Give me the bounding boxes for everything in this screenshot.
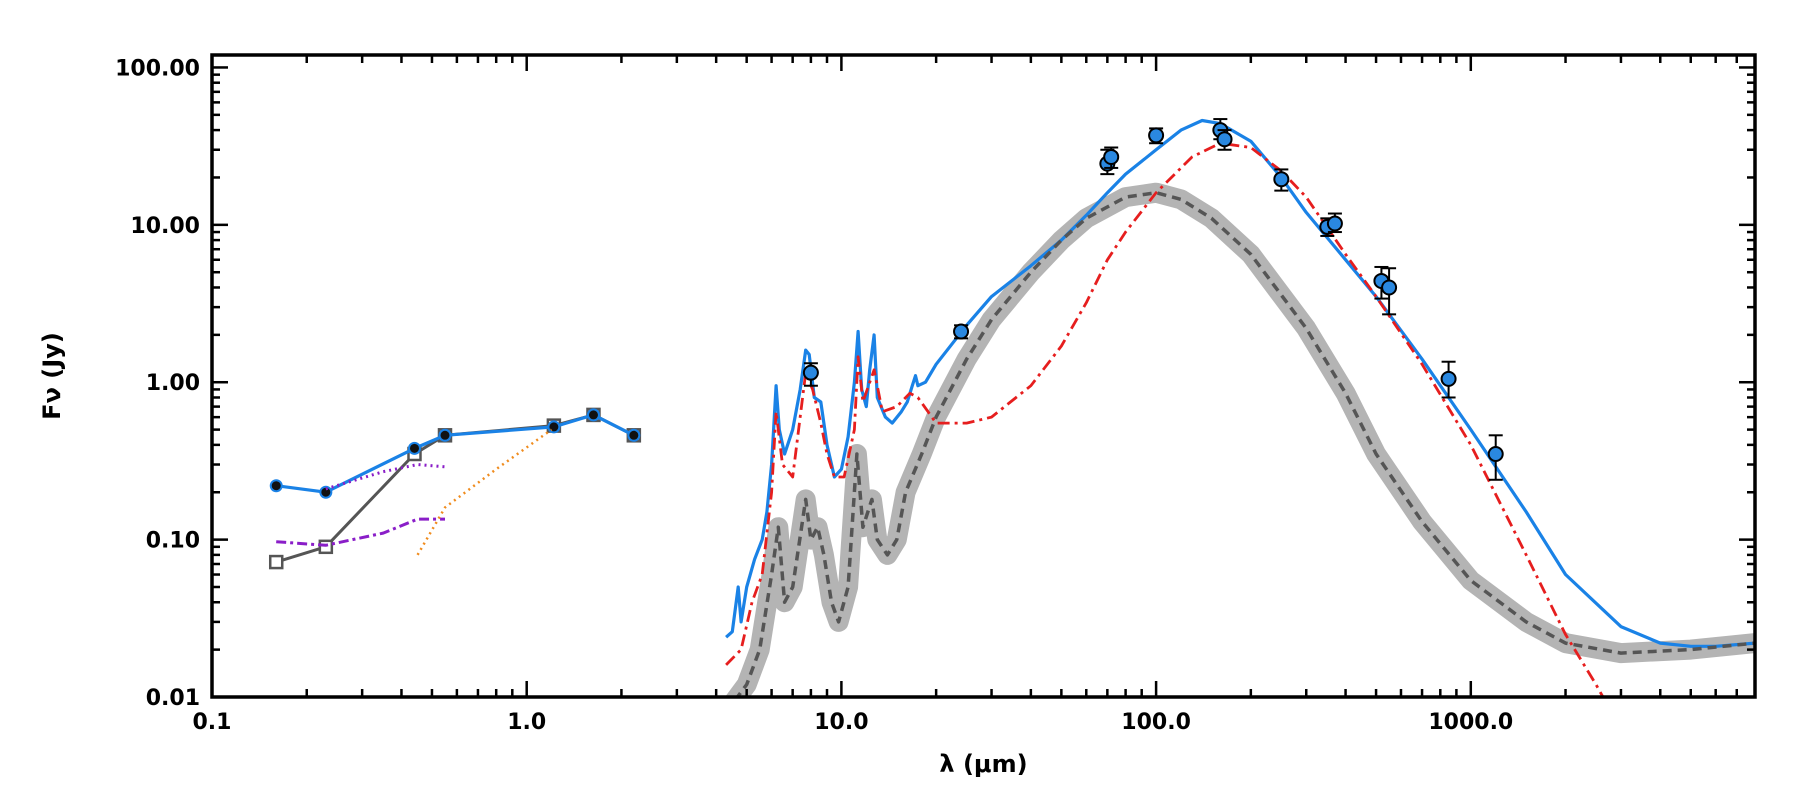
- optical-point-2: [407, 441, 421, 455]
- obs-point-4: [1148, 127, 1165, 144]
- optical-point-3: [438, 428, 452, 442]
- obs-point-13: [1487, 445, 1504, 462]
- obs-point-12: [1440, 370, 1457, 387]
- y-tick-label: 100.00: [115, 56, 200, 81]
- optical-point-1: [319, 485, 333, 499]
- series-line-orange-dotted: [416, 428, 553, 556]
- optical-point-0: [269, 479, 283, 493]
- plot-layer: [268, 118, 1755, 697]
- optical-point-6: [627, 428, 641, 442]
- series-line-grey-dashed-band: [735, 190, 1755, 697]
- y-tick-label: 1.00: [146, 371, 200, 396]
- series-line-purple-dashdot: [276, 517, 445, 547]
- y-tick-label: 0.10: [146, 529, 200, 554]
- x-tick-label: 100.0: [1121, 710, 1191, 735]
- x-tick-label: 0.1: [193, 710, 232, 735]
- x-tick-label: 1.0: [507, 710, 546, 735]
- obs-point-9: [1326, 215, 1343, 232]
- cold-component-uncertainty-band: [724, 182, 1755, 697]
- stellar-point-0: [268, 554, 284, 570]
- x-tick-label: 1000.0: [1428, 710, 1513, 735]
- x-axis-title: λ (μm): [939, 750, 1027, 778]
- obs-point-11: [1381, 279, 1398, 296]
- series-line-blue-dots: [275, 413, 635, 494]
- y-tick-label: 10.00: [130, 214, 200, 239]
- y-tick-label: 0.01: [146, 686, 200, 711]
- y-axis-title: Fν (Jy): [38, 332, 66, 420]
- axes-layer: 0.1 1.0 10.0 100.0 1000.0 0.01 0.10 1.00 10.00 10…: [115, 55, 1757, 735]
- obs-point-0: [802, 364, 819, 381]
- stellar-point-1: [318, 539, 334, 555]
- series-line-solid-blue: [725, 118, 1755, 648]
- obs-point-7: [1273, 171, 1290, 188]
- x-tick-label: 10.0: [814, 710, 868, 735]
- obs-point-1: [953, 323, 970, 340]
- optical-point-4: [547, 420, 561, 434]
- optical-point-5: [586, 408, 600, 422]
- plot-frame: [210, 53, 1757, 699]
- series-line-red-dashdot: [725, 141, 1605, 697]
- obs-point-6: [1216, 131, 1233, 148]
- series-line-purple-dotted: [325, 463, 446, 491]
- obs-point-3: [1103, 148, 1120, 165]
